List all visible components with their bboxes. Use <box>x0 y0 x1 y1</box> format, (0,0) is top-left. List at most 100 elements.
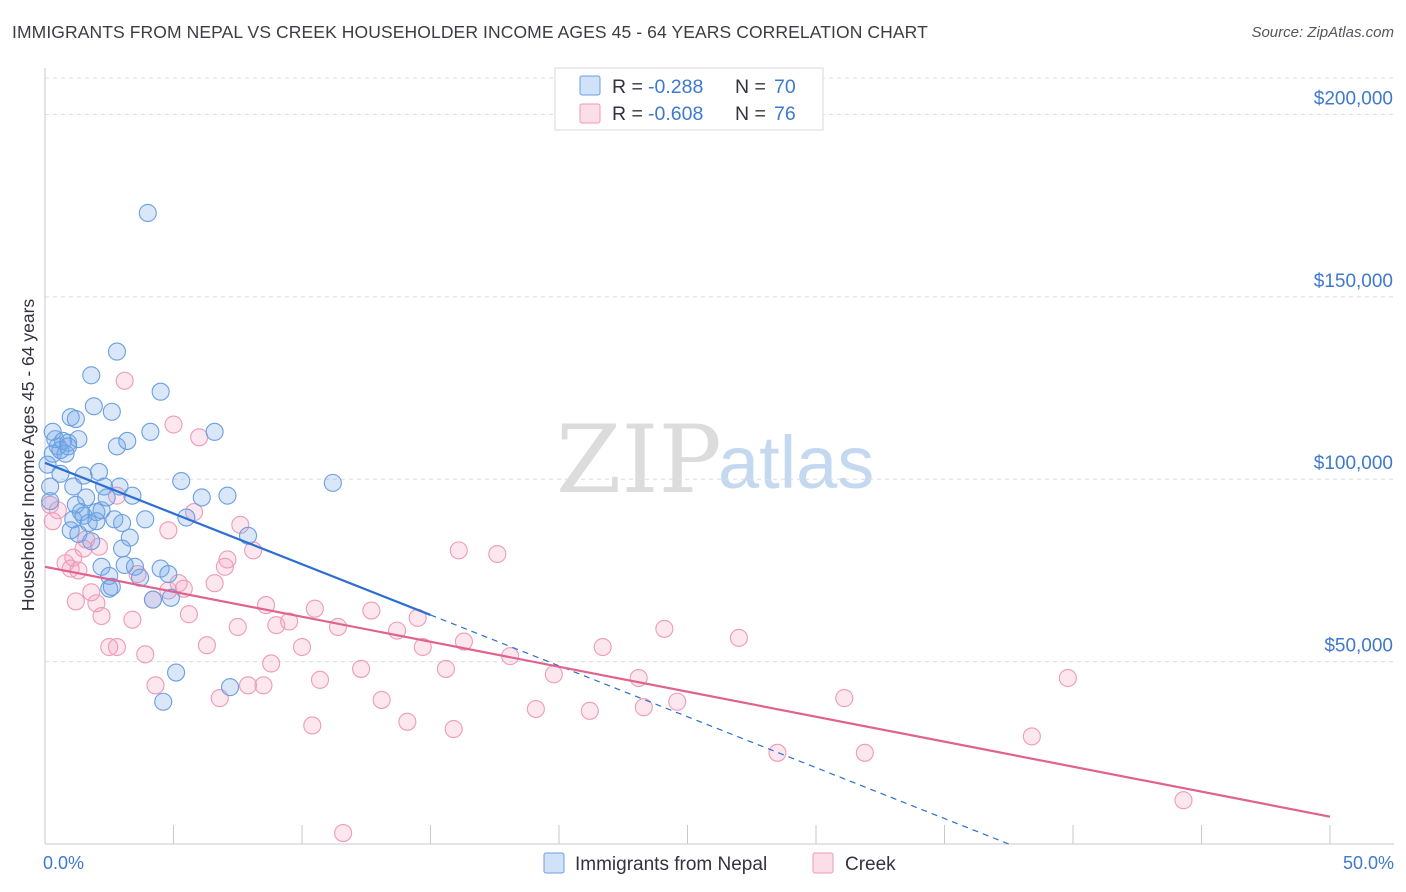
creek-point-10 <box>82 583 101 602</box>
creek-point-75 <box>855 743 874 762</box>
creek-point-42 <box>262 654 281 673</box>
creek-point-64 <box>526 699 545 719</box>
creek-point-51 <box>352 659 371 678</box>
creek-point-76 <box>1022 727 1041 746</box>
nepal-point-52 <box>141 422 160 441</box>
creek-point-31 <box>197 636 216 655</box>
creek-point-6 <box>66 592 85 611</box>
creek-point-20 <box>136 645 155 664</box>
nepal-point-53 <box>143 590 162 609</box>
creek-point-35 <box>218 550 237 569</box>
series-legend: Immigrants from Nepal Creek <box>543 852 896 875</box>
chart-title: IMMIGRANTS FROM NEPAL VS CREEK HOUSEHOLD… <box>12 22 928 42</box>
nepal-point-18 <box>69 430 88 449</box>
nepal-point-16 <box>66 410 85 429</box>
nepal-point-1 <box>41 477 60 496</box>
watermark-atlas: atlas <box>718 421 874 504</box>
y-tick-label-1: $100,000 <box>1314 453 1393 474</box>
nepal-point-66 <box>238 526 258 545</box>
creek-point-25 <box>164 415 183 434</box>
creek-point-48 <box>310 670 330 689</box>
creek-point-49 <box>328 617 348 637</box>
nepal-point-40 <box>107 342 127 361</box>
nepal-point-68 <box>102 577 121 596</box>
creek-point-30 <box>190 428 209 447</box>
y-tick-label-2: $150,000 <box>1314 271 1393 292</box>
creek-point-1 <box>43 512 62 531</box>
legend-r-label-2: R = <box>612 103 643 125</box>
creek-point-18 <box>123 610 142 629</box>
nepal-point-46 <box>120 528 139 547</box>
nepal-point-58 <box>161 588 180 607</box>
creek-point-52 <box>362 601 381 620</box>
legend-n-label-1: N = <box>735 76 766 98</box>
gridlines <box>45 77 1394 663</box>
nepal-point-51 <box>138 203 157 223</box>
nepal-point-10 <box>56 444 75 463</box>
creek-point-15 <box>107 637 127 657</box>
y-tick-labels: $50,000 $100,000 $150,000 $200,000 <box>1314 88 1393 656</box>
bottom-legend-swatch-nepal <box>543 852 565 874</box>
nepal-point-48 <box>125 557 144 576</box>
nepal-trend-line <box>44 461 431 616</box>
nepal-point-26 <box>82 532 101 551</box>
legend-r-value-1: -0.288 <box>648 76 703 98</box>
creek-point-59 <box>444 720 463 739</box>
nepal-point-62 <box>192 488 211 507</box>
nepal-point-32 <box>92 557 111 576</box>
creek-point-69 <box>634 698 653 717</box>
nepal-point-56 <box>154 692 173 711</box>
creek-point-32 <box>205 574 224 593</box>
bottom-legend-label-creek: Creek <box>845 854 896 875</box>
legend-n-label-2: N = <box>735 103 766 125</box>
nepal-point-57 <box>159 565 178 584</box>
nepal-point-2 <box>41 492 60 511</box>
creek-point-55 <box>398 712 417 731</box>
nepal-point-65 <box>220 678 240 697</box>
watermark-zip: ZIP <box>556 406 722 515</box>
creek-point-40 <box>254 676 273 695</box>
creek-point-65 <box>544 665 563 684</box>
legend-n-value-1: 70 <box>774 76 796 98</box>
creek-point-44 <box>280 612 299 631</box>
creek-point-17 <box>115 371 134 390</box>
creek-point-57 <box>413 637 432 657</box>
nepal-point-27 <box>84 397 103 416</box>
correlation-legend: R = -0.288 N = 70 R = -0.608 N = 76 <box>554 67 824 131</box>
legend-swatch-creek <box>579 103 601 124</box>
nepal-point-50 <box>136 510 155 529</box>
creek-point-46 <box>303 716 322 735</box>
legend-r-value-2: -0.608 <box>648 103 703 125</box>
legend-r-label-1: R = <box>612 76 643 98</box>
creek-point-53 <box>372 690 391 709</box>
nepal-point-63 <box>205 422 224 441</box>
nepal-point-54 <box>151 382 170 401</box>
nepal-point-64 <box>218 486 237 505</box>
creek-point-28 <box>179 605 198 624</box>
nepal-point-45 <box>118 431 137 450</box>
nepal-point-60 <box>172 472 191 491</box>
y-tick-label-0: $50,000 <box>1324 636 1393 657</box>
bottom-legend-swatch-creek <box>812 852 834 874</box>
x-tick-max: 50.0% <box>1343 853 1394 873</box>
legend-n-value-2: 76 <box>774 103 796 125</box>
creek-point-45 <box>292 637 312 657</box>
creek-point-38 <box>238 676 258 695</box>
nepal-point-25 <box>82 366 101 385</box>
creek-point-13 <box>92 606 111 626</box>
nepal-trend-extension <box>430 614 1009 845</box>
creek-point-70 <box>655 619 674 638</box>
creek-trend-line <box>44 565 1331 818</box>
creek-point-66 <box>580 701 599 720</box>
creek-point-22 <box>146 676 165 695</box>
creek-point-14 <box>100 637 119 657</box>
creek-point-67 <box>593 637 612 657</box>
creek-point-74 <box>835 689 854 708</box>
nepal-point-69 <box>59 437 78 456</box>
axes <box>44 68 1394 845</box>
creek-point-71 <box>668 692 687 711</box>
bottom-legend-label-nepal: Immigrants from Nepal <box>575 854 767 875</box>
creek-point-23 <box>159 521 178 540</box>
creek-point-7 <box>69 561 88 580</box>
